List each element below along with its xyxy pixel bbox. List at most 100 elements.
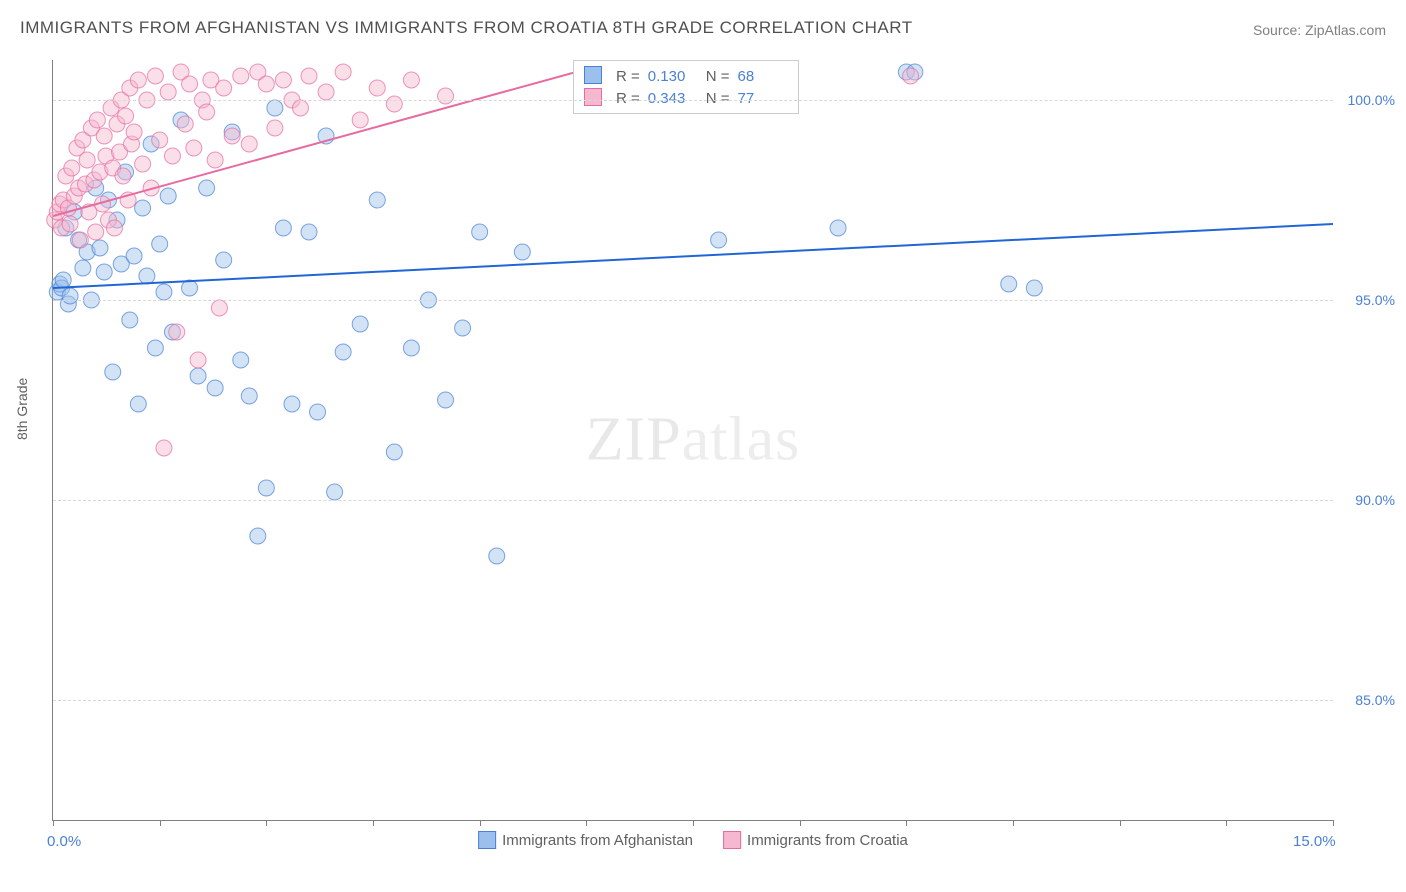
scatter-point: [438, 88, 454, 104]
x-tick: [373, 820, 374, 826]
scatter-point: [335, 64, 351, 80]
scatter-point: [403, 340, 419, 356]
scatter-point: [267, 100, 283, 116]
scatter-point: [169, 324, 185, 340]
y-tick-label: 85.0%: [1355, 692, 1395, 708]
scatter-point: [903, 68, 919, 84]
x-tick-label: 0.0%: [47, 833, 81, 850]
scatter-point: [156, 440, 172, 456]
scatter-point: [386, 444, 402, 460]
scatter-point: [106, 220, 122, 236]
scatter-point: [130, 72, 146, 88]
swatch-afghanistan-btm: [478, 831, 496, 849]
scatter-point: [190, 368, 206, 384]
scatter-point: [79, 152, 95, 168]
scatter-point: [301, 68, 317, 84]
x-tick-label: 15.0%: [1293, 833, 1336, 850]
scatter-point: [96, 128, 112, 144]
scatter-point: [135, 200, 151, 216]
scatter-point: [75, 260, 91, 276]
r-value-1: 0.343: [648, 90, 698, 107]
x-tick: [480, 820, 481, 826]
scatter-point: [207, 380, 223, 396]
scatter-point: [164, 148, 180, 164]
x-tick: [1120, 820, 1121, 826]
y-axis-label: 8th Grade: [14, 378, 30, 440]
scatter-point: [177, 116, 193, 132]
x-tick: [53, 820, 54, 826]
scatter-point: [152, 132, 168, 148]
trend-line: [53, 224, 1333, 288]
bottom-legend: Immigrants from Afghanistan Immigrants f…: [478, 832, 908, 850]
scatter-point: [284, 396, 300, 412]
scatter-point: [122, 312, 138, 328]
scatter-point: [62, 288, 78, 304]
stat-legend: R = 0.130 N = 68 R = 0.343 N = 77: [573, 60, 799, 114]
scatter-point: [233, 352, 249, 368]
n-value-0: 68: [738, 68, 788, 85]
scatter-point: [224, 128, 240, 144]
legend-item-0: Immigrants from Afghanistan: [478, 832, 693, 850]
scatter-point: [216, 252, 232, 268]
scatter-point: [216, 80, 232, 96]
source-attribution: Source: ZipAtlas.com: [1253, 22, 1386, 38]
scatter-point: [489, 548, 505, 564]
plot-area: ZIPatlas R = 0.130 N = 68 R = 0.343 N = …: [52, 60, 1333, 821]
scatter-point: [186, 140, 202, 156]
scatter-point: [118, 108, 134, 124]
scatter-point: [830, 220, 846, 236]
x-tick: [800, 820, 801, 826]
scatter-point: [105, 364, 121, 380]
scatter-point: [275, 72, 291, 88]
x-tick: [693, 820, 694, 826]
scatter-point: [301, 224, 317, 240]
scatter-point: [115, 168, 131, 184]
n-value-1: 77: [738, 90, 788, 107]
scatter-point: [72, 232, 88, 248]
stat-row-0: R = 0.130 N = 68: [584, 65, 788, 87]
scatter-point: [89, 112, 105, 128]
y-tick-label: 95.0%: [1355, 292, 1395, 308]
x-tick: [160, 820, 161, 826]
scatter-point: [352, 112, 368, 128]
chart-title: IMMIGRANTS FROM AFGHANISTAN VS IMMIGRANT…: [20, 18, 913, 38]
scatter-point: [233, 68, 249, 84]
scatter-point: [292, 100, 308, 116]
scatter-point: [96, 264, 112, 280]
scatter-point: [455, 320, 471, 336]
swatch-croatia: [584, 88, 602, 106]
legend-label-0: Immigrants from Afghanistan: [502, 832, 693, 849]
source-link[interactable]: ZipAtlas.com: [1305, 22, 1386, 38]
scatter-point: [352, 316, 368, 332]
scatter-point: [182, 76, 198, 92]
y-tick-label: 100.0%: [1348, 92, 1395, 108]
swatch-croatia-btm: [723, 831, 741, 849]
gridline-h: [53, 500, 1333, 501]
scatter-point: [250, 528, 266, 544]
scatter-point: [199, 104, 215, 120]
x-tick: [1333, 820, 1334, 826]
scatter-point: [130, 396, 146, 412]
scatter-point: [62, 216, 78, 232]
scatter-point: [139, 268, 155, 284]
x-tick: [266, 820, 267, 826]
scatter-point: [241, 136, 257, 152]
scatter-point: [135, 156, 151, 172]
scatter-point: [126, 248, 142, 264]
scatter-point: [472, 224, 488, 240]
chart-svg: [53, 60, 1333, 820]
scatter-point: [88, 224, 104, 240]
r-label: R =: [616, 68, 640, 85]
scatter-point: [207, 152, 223, 168]
x-tick: [906, 820, 907, 826]
source-label: Source:: [1253, 22, 1305, 38]
x-tick: [1013, 820, 1014, 826]
scatter-point: [1001, 276, 1017, 292]
gridline-h: [53, 100, 1333, 101]
gridline-h: [53, 700, 1333, 701]
scatter-point: [258, 480, 274, 496]
scatter-point: [156, 284, 172, 300]
n-label: N =: [706, 90, 730, 107]
scatter-point: [152, 236, 168, 252]
scatter-point: [438, 392, 454, 408]
